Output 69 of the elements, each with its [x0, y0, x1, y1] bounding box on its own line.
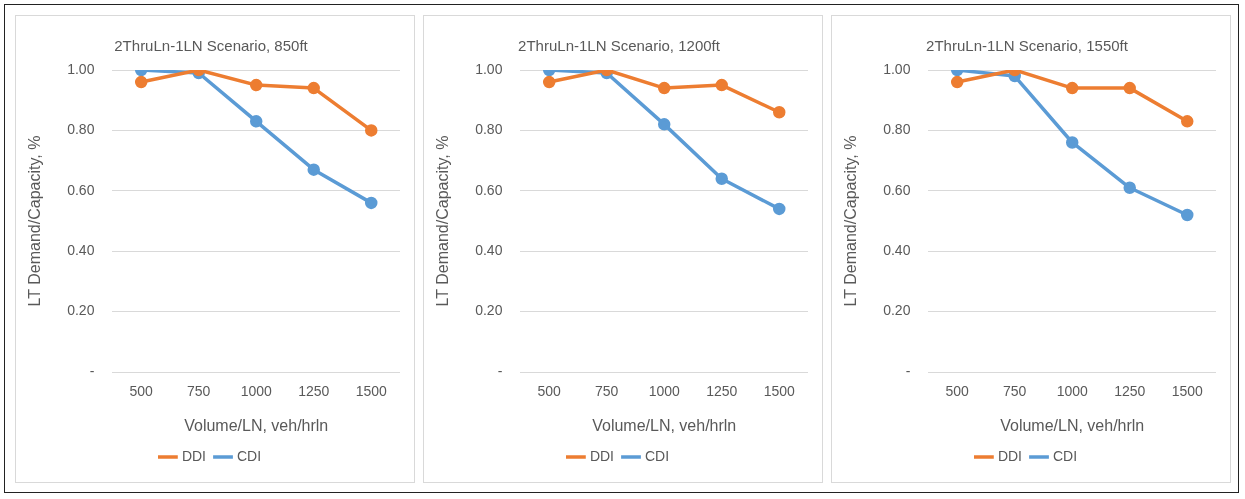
- point: [1123, 181, 1136, 195]
- x-tick-label: 750: [1003, 383, 1027, 400]
- point: [1180, 208, 1194, 222]
- legend-label: DDI: [181, 447, 207, 464]
- y-tick-label: 0.20: [883, 302, 911, 319]
- x-tick-label: 1500: [1171, 383, 1204, 400]
- x-tick-label: 1000: [1056, 383, 1088, 400]
- x-tick-label: 500: [537, 383, 562, 400]
- y-tick-label: 1.00: [67, 60, 95, 77]
- x-tick-label: 1500: [763, 383, 796, 400]
- x-tick-label: 1000: [648, 383, 680, 400]
- x-tick-label: 1250: [706, 383, 738, 400]
- x-tick-label: 750: [187, 383, 211, 400]
- point: [1180, 115, 1194, 128]
- y-tick-label: 0.20: [67, 302, 95, 319]
- x-tick-label: 500: [945, 383, 970, 400]
- y-axis-title: LT Demand/Capacity, %: [26, 135, 44, 307]
- y-tick-label: 0.60: [67, 181, 95, 198]
- point: [1065, 136, 1079, 149]
- point: [542, 75, 556, 89]
- point: [365, 124, 378, 137]
- y-tick-label: 1.00: [883, 60, 911, 77]
- y-tick-label: 0.80: [883, 121, 911, 138]
- point: [657, 118, 671, 131]
- point: [715, 78, 728, 92]
- y-axis-title: LT Demand/Capacity, %: [842, 135, 860, 307]
- y-tick-label: -: [905, 362, 911, 379]
- y-tick-label: 0.40: [475, 242, 503, 259]
- legend-label: CDI: [237, 447, 262, 464]
- point: [950, 75, 964, 89]
- x-axis-title: Volume/LN, veh/hrln: [592, 416, 737, 434]
- y-tick-label: 0.60: [475, 181, 503, 198]
- x-tick-label: 750: [595, 383, 619, 400]
- chart-title: 2ThruLn-1LN Scenario, 1200ft: [518, 37, 721, 55]
- x-axis-title: Volume/LN, veh/hrln: [184, 416, 329, 434]
- chart-title: 2ThruLn-1LN Scenario, 1550ft: [926, 37, 1129, 55]
- x-tick-label: 1250: [298, 383, 330, 400]
- x-axis-title: Volume/LN, veh/hrln: [1000, 416, 1145, 434]
- point: [773, 106, 786, 119]
- legend-label: CDI: [1053, 447, 1078, 464]
- y-tick-label: -: [89, 362, 95, 379]
- point: [1123, 81, 1136, 95]
- y-tick-label: 0.40: [67, 242, 95, 259]
- legend-label: CDI: [645, 447, 670, 464]
- y-tick-label: 0.80: [67, 121, 95, 138]
- x-tick-label: 1500: [355, 383, 388, 400]
- point: [307, 163, 320, 176]
- y-tick-label: 0.20: [475, 302, 503, 319]
- point: [307, 81, 320, 95]
- legend-label: DDI: [997, 447, 1023, 464]
- point: [365, 196, 378, 210]
- y-tick-label: 0.40: [883, 242, 911, 259]
- point: [249, 115, 263, 128]
- point: [773, 202, 786, 216]
- point: [1065, 81, 1079, 95]
- chart-title: 2ThruLn-1LN Scenario, 850ft: [114, 37, 309, 55]
- y-tick-label: 0.60: [883, 181, 911, 198]
- x-tick-label: 1000: [240, 383, 272, 400]
- x-tick-label: 1250: [1114, 383, 1146, 400]
- point: [249, 78, 263, 92]
- point: [715, 172, 728, 185]
- point: [134, 75, 148, 89]
- y-tick-label: -: [497, 362, 503, 379]
- y-axis-title: LT Demand/Capacity, %: [434, 135, 452, 307]
- y-tick-label: 0.80: [475, 121, 503, 138]
- x-tick-label: 500: [129, 383, 154, 400]
- y-tick-label: 1.00: [475, 60, 503, 77]
- point: [657, 81, 671, 95]
- legend-label: DDI: [589, 447, 615, 464]
